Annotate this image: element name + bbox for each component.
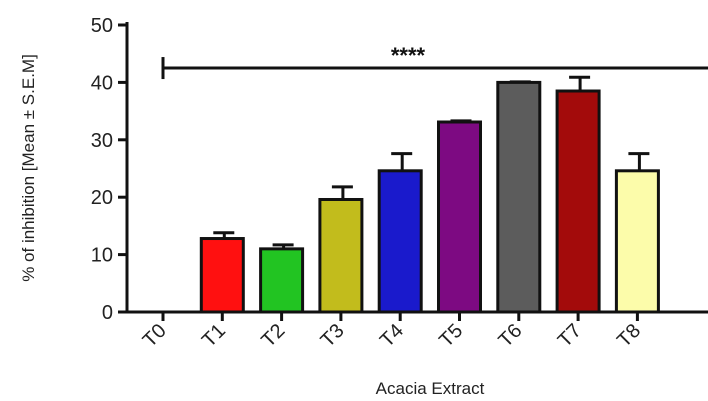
bars [161,57,708,314]
x-tick-label-t7: T7 [554,320,586,352]
x-tick-label-t2: T2 [257,320,289,352]
y-tick-label: 10 [91,245,113,267]
bar-t8 [614,169,660,314]
bar-t7 [555,89,601,314]
x-tick-label-t4: T4 [376,320,408,352]
bar-t1 [199,237,245,314]
x-tick-label-t8: T8 [613,320,645,352]
y-tick-label: 20 [91,187,113,209]
bar-t3 [318,197,364,314]
x-tick-label-t5: T5 [435,320,467,352]
bar-t2 [259,247,305,314]
x-axis-title: Acacia Extract [376,379,485,398]
x-tick-label-t6: T6 [495,320,527,352]
significance-label: **** [391,43,426,68]
y-tick-label: 40 [91,72,113,94]
y-axis-title: % of inhibition [Mean ± S.E.M] [19,54,38,282]
y-tick-label: 50 [91,15,113,37]
bar-t4 [377,169,423,314]
bar-t5 [437,120,482,314]
bar-t6 [496,80,542,314]
x-tick-label-t3: T3 [317,320,349,352]
x-tick-label-t0: T0 [139,320,171,352]
y-tick-label: 0 [102,302,113,324]
y-tick-label: 30 [91,130,113,152]
x-tick-label-t1: T1 [198,320,230,352]
